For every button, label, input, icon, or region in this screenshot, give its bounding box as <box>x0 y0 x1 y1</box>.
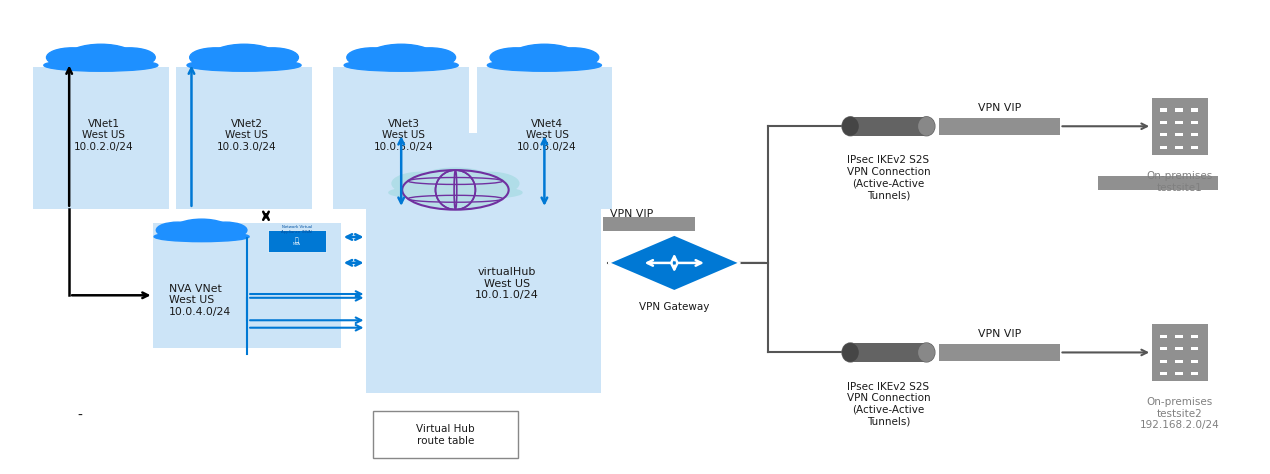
FancyBboxPatch shape <box>1176 359 1182 363</box>
FancyBboxPatch shape <box>33 67 169 209</box>
Text: ⬛: ⬛ <box>295 237 298 243</box>
Text: NVA: NVA <box>292 242 301 246</box>
FancyBboxPatch shape <box>1160 372 1167 375</box>
Circle shape <box>415 168 495 198</box>
Circle shape <box>189 48 241 67</box>
Text: VNet3
West US
10.0.5.0/24: VNet3 West US 10.0.5.0/24 <box>375 118 434 152</box>
Text: VPN VIP: VPN VIP <box>978 103 1021 113</box>
Circle shape <box>404 48 456 67</box>
Text: VNet4
West US
10.0.6.0/24: VNet4 West US 10.0.6.0/24 <box>517 118 577 152</box>
Circle shape <box>547 48 598 67</box>
Polygon shape <box>608 235 740 291</box>
Ellipse shape <box>918 117 935 136</box>
FancyBboxPatch shape <box>1097 176 1218 190</box>
FancyBboxPatch shape <box>268 230 326 252</box>
Text: IPsec IKEv2 S2S
VPN Connection
(Active-Active
Tunnels): IPsec IKEv2 S2S VPN Connection (Active-A… <box>847 382 930 427</box>
Ellipse shape <box>842 117 859 136</box>
Text: VPN VIP: VPN VIP <box>610 209 653 219</box>
Ellipse shape <box>842 117 859 136</box>
Text: VNet1
West US
10.0.2.0/24: VNet1 West US 10.0.2.0/24 <box>74 118 133 152</box>
Ellipse shape <box>842 343 859 362</box>
FancyBboxPatch shape <box>476 67 612 209</box>
FancyBboxPatch shape <box>1160 146 1167 149</box>
Text: IPsec IKEv2 S2S
VPN Connection
(Active-Active
Tunnels): IPsec IKEv2 S2S VPN Connection (Active-A… <box>847 155 930 201</box>
FancyBboxPatch shape <box>1176 347 1182 350</box>
Text: -: - <box>77 409 83 423</box>
Text: On-premises
testsite1: On-premises testsite1 <box>1147 171 1213 192</box>
FancyBboxPatch shape <box>1152 98 1208 155</box>
FancyBboxPatch shape <box>1160 347 1167 350</box>
FancyBboxPatch shape <box>1160 121 1167 124</box>
Ellipse shape <box>488 59 602 71</box>
Text: VNet2
West US
10.0.3.0/24: VNet2 West US 10.0.3.0/24 <box>217 118 277 152</box>
Circle shape <box>458 172 519 195</box>
Circle shape <box>246 48 298 67</box>
Circle shape <box>392 172 452 195</box>
Text: NVA VNet
West US
10.0.4.0/24: NVA VNet West US 10.0.4.0/24 <box>169 283 231 317</box>
FancyBboxPatch shape <box>1176 335 1182 338</box>
Ellipse shape <box>44 59 157 71</box>
FancyBboxPatch shape <box>372 411 518 458</box>
Circle shape <box>347 48 399 67</box>
Ellipse shape <box>918 343 935 362</box>
FancyBboxPatch shape <box>1160 359 1167 363</box>
FancyBboxPatch shape <box>154 223 342 348</box>
FancyBboxPatch shape <box>1160 335 1167 338</box>
Text: VPN Gateway: VPN Gateway <box>639 301 710 311</box>
FancyBboxPatch shape <box>939 344 1059 361</box>
Circle shape <box>490 48 542 67</box>
Circle shape <box>403 170 509 210</box>
FancyBboxPatch shape <box>1152 324 1208 381</box>
Circle shape <box>511 44 579 70</box>
Ellipse shape <box>389 186 522 200</box>
FancyBboxPatch shape <box>334 67 469 209</box>
Ellipse shape <box>918 117 935 136</box>
FancyBboxPatch shape <box>177 67 312 209</box>
Circle shape <box>156 222 199 238</box>
FancyBboxPatch shape <box>1191 347 1199 350</box>
Circle shape <box>173 219 230 240</box>
FancyBboxPatch shape <box>1176 372 1182 375</box>
Ellipse shape <box>344 59 458 71</box>
Text: Virtual Hub
route table: Virtual Hub route table <box>417 424 475 446</box>
Circle shape <box>203 222 246 238</box>
FancyBboxPatch shape <box>1176 121 1182 124</box>
FancyBboxPatch shape <box>851 117 926 136</box>
FancyBboxPatch shape <box>1160 109 1167 111</box>
FancyBboxPatch shape <box>1176 109 1182 111</box>
FancyBboxPatch shape <box>1191 146 1199 149</box>
FancyBboxPatch shape <box>1191 133 1199 137</box>
FancyBboxPatch shape <box>1176 146 1182 149</box>
FancyBboxPatch shape <box>939 118 1059 135</box>
Text: VPN VIP: VPN VIP <box>978 329 1021 339</box>
FancyBboxPatch shape <box>1160 133 1167 137</box>
Ellipse shape <box>842 343 859 362</box>
Text: Network Virtual
Appliance (NVA): Network Virtual Appliance (NVA) <box>281 225 312 234</box>
Text: On-premises
testsite2
192.168.2.0/24: On-premises testsite2 192.168.2.0/24 <box>1140 397 1219 430</box>
FancyBboxPatch shape <box>1191 372 1199 375</box>
Text: virtualHub
West US
10.0.1.0/24: virtualHub West US 10.0.1.0/24 <box>475 267 538 300</box>
FancyBboxPatch shape <box>603 217 695 231</box>
Ellipse shape <box>187 59 301 71</box>
Circle shape <box>47 48 98 67</box>
FancyBboxPatch shape <box>1191 335 1199 338</box>
Ellipse shape <box>918 343 935 362</box>
Circle shape <box>210 44 278 70</box>
FancyBboxPatch shape <box>851 343 926 362</box>
Ellipse shape <box>154 232 249 242</box>
Circle shape <box>367 44 436 70</box>
FancyBboxPatch shape <box>1191 359 1199 363</box>
FancyBboxPatch shape <box>1191 121 1199 124</box>
Circle shape <box>104 48 155 67</box>
FancyBboxPatch shape <box>1176 133 1182 137</box>
FancyBboxPatch shape <box>366 133 601 392</box>
FancyBboxPatch shape <box>1191 109 1199 111</box>
Circle shape <box>66 44 135 70</box>
